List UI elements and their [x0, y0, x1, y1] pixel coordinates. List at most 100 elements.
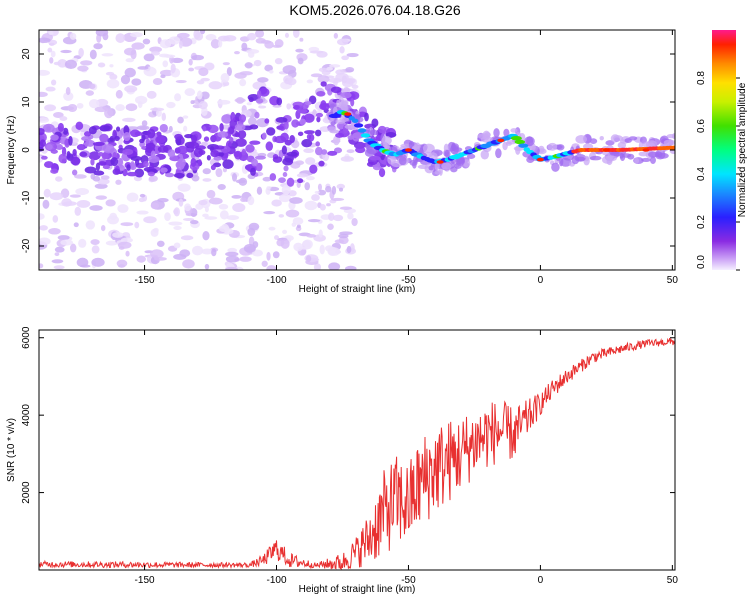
spectrogram-noise-blob: [91, 257, 105, 267]
spectrogram-signal-blob: [110, 157, 119, 167]
spectrogram-noise-blob: [336, 38, 349, 46]
spectrogram-signal-blob: [167, 149, 176, 158]
spectrogram-noise-blob: [115, 179, 122, 185]
spectrogram-noise-blob: [55, 176, 63, 182]
spectrogram-noise-blob: [95, 30, 109, 37]
spectrogram-halo-blob: [413, 155, 419, 164]
spectrogram-signal-blob: [130, 129, 141, 138]
spectrogram-noise-blob: [173, 242, 181, 249]
spectrogram-signal-blob: [315, 146, 323, 156]
spectrogram-noise-blob: [158, 53, 170, 58]
spectrogram-signal-blob: [68, 135, 73, 146]
spectrogram-noise-blob: [328, 262, 341, 270]
snr-y-tick-label: 6000: [21, 326, 32, 349]
spectrogram-noise-blob: [218, 225, 230, 233]
spectrogram-noise-blob: [88, 98, 100, 109]
spectrogram-signal-blob: [72, 148, 77, 157]
spectrogram-noise-blob: [90, 173, 96, 180]
spectrogram-signal-blob: [43, 161, 54, 169]
spectrogram-noise-blob: [177, 183, 191, 192]
spectrogram-noise-blob: [184, 88, 196, 97]
spectrogram-halo-blob: [599, 136, 604, 141]
spectrogram-signal-blob: [304, 130, 315, 135]
spectrogram-noise-blob: [217, 184, 226, 191]
spectrogram-signal-blob: [247, 93, 260, 101]
spectrogram-noise-blob: [120, 222, 134, 227]
spectrogram-signal-blob: [291, 119, 300, 128]
spectrogram-halo-blob: [666, 134, 675, 139]
spectrogram-noise-blob: [303, 148, 315, 154]
spectrogram-noise-blob: [258, 105, 267, 109]
spectrogram-signal-blob: [235, 138, 247, 147]
spectrogram-noise-blob: [105, 240, 118, 246]
spectrogram-signal-blob: [274, 135, 287, 144]
spectrogram-noise-blob: [150, 107, 165, 112]
spectrogram-noise-blob: [268, 226, 276, 231]
spectrogram-halo-blob: [365, 128, 371, 133]
spectrogram-noise-blob: [341, 55, 349, 61]
spectrogram-hotspot: [642, 148, 650, 152]
spectrogram-noise-blob: [60, 49, 72, 54]
spectrogram-noise-blob: [326, 203, 331, 207]
spectrogram-noise-blob: [77, 65, 89, 72]
snr-y-label: SNR (10 * v/v): [6, 418, 17, 482]
spectrogram-noise-blob: [190, 100, 195, 105]
spectrogram-noise-blob: [88, 83, 96, 90]
spectrogram-ridge-mark: [351, 118, 359, 124]
spectrogram-noise-blob: [215, 168, 223, 178]
spectrogram-signal-blob: [147, 128, 156, 139]
colorbar-tick-label: 0.6: [696, 119, 707, 133]
spectrogram-noise-blob: [256, 186, 263, 195]
spectrogram-ridge-mark: [514, 139, 526, 145]
spectrogram-signal-blob: [321, 149, 328, 155]
spectrogram-noise-blob: [54, 246, 65, 253]
spectrogram-halo-blob: [515, 145, 521, 155]
spectrogram-signal-blob: [286, 151, 298, 157]
spectrogram-halo-blob: [663, 139, 675, 146]
spectrogram-signal-blob: [88, 151, 101, 161]
spectrogram-noise-blob: [239, 78, 247, 87]
spectrogram-noise-blob: [170, 57, 184, 63]
spectrogram-halo-blob: [650, 156, 656, 164]
spectrogram-noise-blob: [149, 46, 162, 53]
spectrogram-signal-blob: [254, 111, 260, 119]
spectrogram-signal-blob: [141, 134, 146, 142]
spectrogram-noise-blob: [244, 62, 253, 69]
spectrogram-noise-blob: [47, 47, 53, 53]
spectrogram-signal-blob: [319, 102, 330, 111]
spectrogram-noise-blob: [307, 218, 321, 223]
spectrogram-signal-blob: [306, 134, 312, 140]
spectrogram-noise-blob: [198, 67, 209, 77]
spectrogram-noise-blob: [240, 197, 247, 203]
spectrogram-noise-blob: [57, 59, 68, 68]
spectrogram-halo-blob: [605, 140, 615, 146]
spectrogram-noise-blob: [93, 43, 103, 50]
spectrogram-noise-blob: [227, 247, 238, 253]
snr-x-tick-label: 50: [667, 575, 679, 586]
spectrogram-noise-blob: [95, 195, 108, 200]
spectrogram-signal-blob: [101, 152, 109, 160]
spectrogram-noise-blob: [76, 102, 84, 109]
spectrogram-signal-blob: [98, 161, 107, 166]
spectrogram-noise-blob: [131, 42, 145, 50]
spectrogram-halo-blob: [451, 147, 463, 152]
snr-panel: -150 -100 -50 0 50 2000 4000 6000 Height of st…: [6, 326, 678, 595]
spectrogram-noise-blob: [278, 214, 285, 218]
spectrogram-noise-blob: [266, 186, 272, 190]
spectrogram-noise-blob: [152, 78, 163, 85]
spectrogram-signal-blob: [230, 111, 236, 122]
spectrogram-noise-blob: [134, 221, 140, 229]
spectrogram-halo-blob: [645, 140, 658, 149]
spectrogram-noise-blob: [220, 73, 230, 83]
spectrogram-signal-blob: [50, 134, 59, 141]
spectrogram-halo-blob: [364, 148, 375, 157]
spectrogram-noise-blob: [292, 217, 304, 225]
spectrogram-signal-blob: [314, 129, 322, 137]
spectrogram-x-tick-label: -150: [135, 275, 155, 286]
spectrogram-signal-blob: [93, 170, 105, 176]
spectrogram-signal-blob: [283, 121, 289, 130]
spectrogram-noise-blob: [168, 221, 183, 226]
spectrogram-noise-blob: [340, 156, 354, 162]
spectrogram-signal-blob: [237, 129, 247, 139]
spectrogram-noise-blob: [178, 198, 184, 207]
